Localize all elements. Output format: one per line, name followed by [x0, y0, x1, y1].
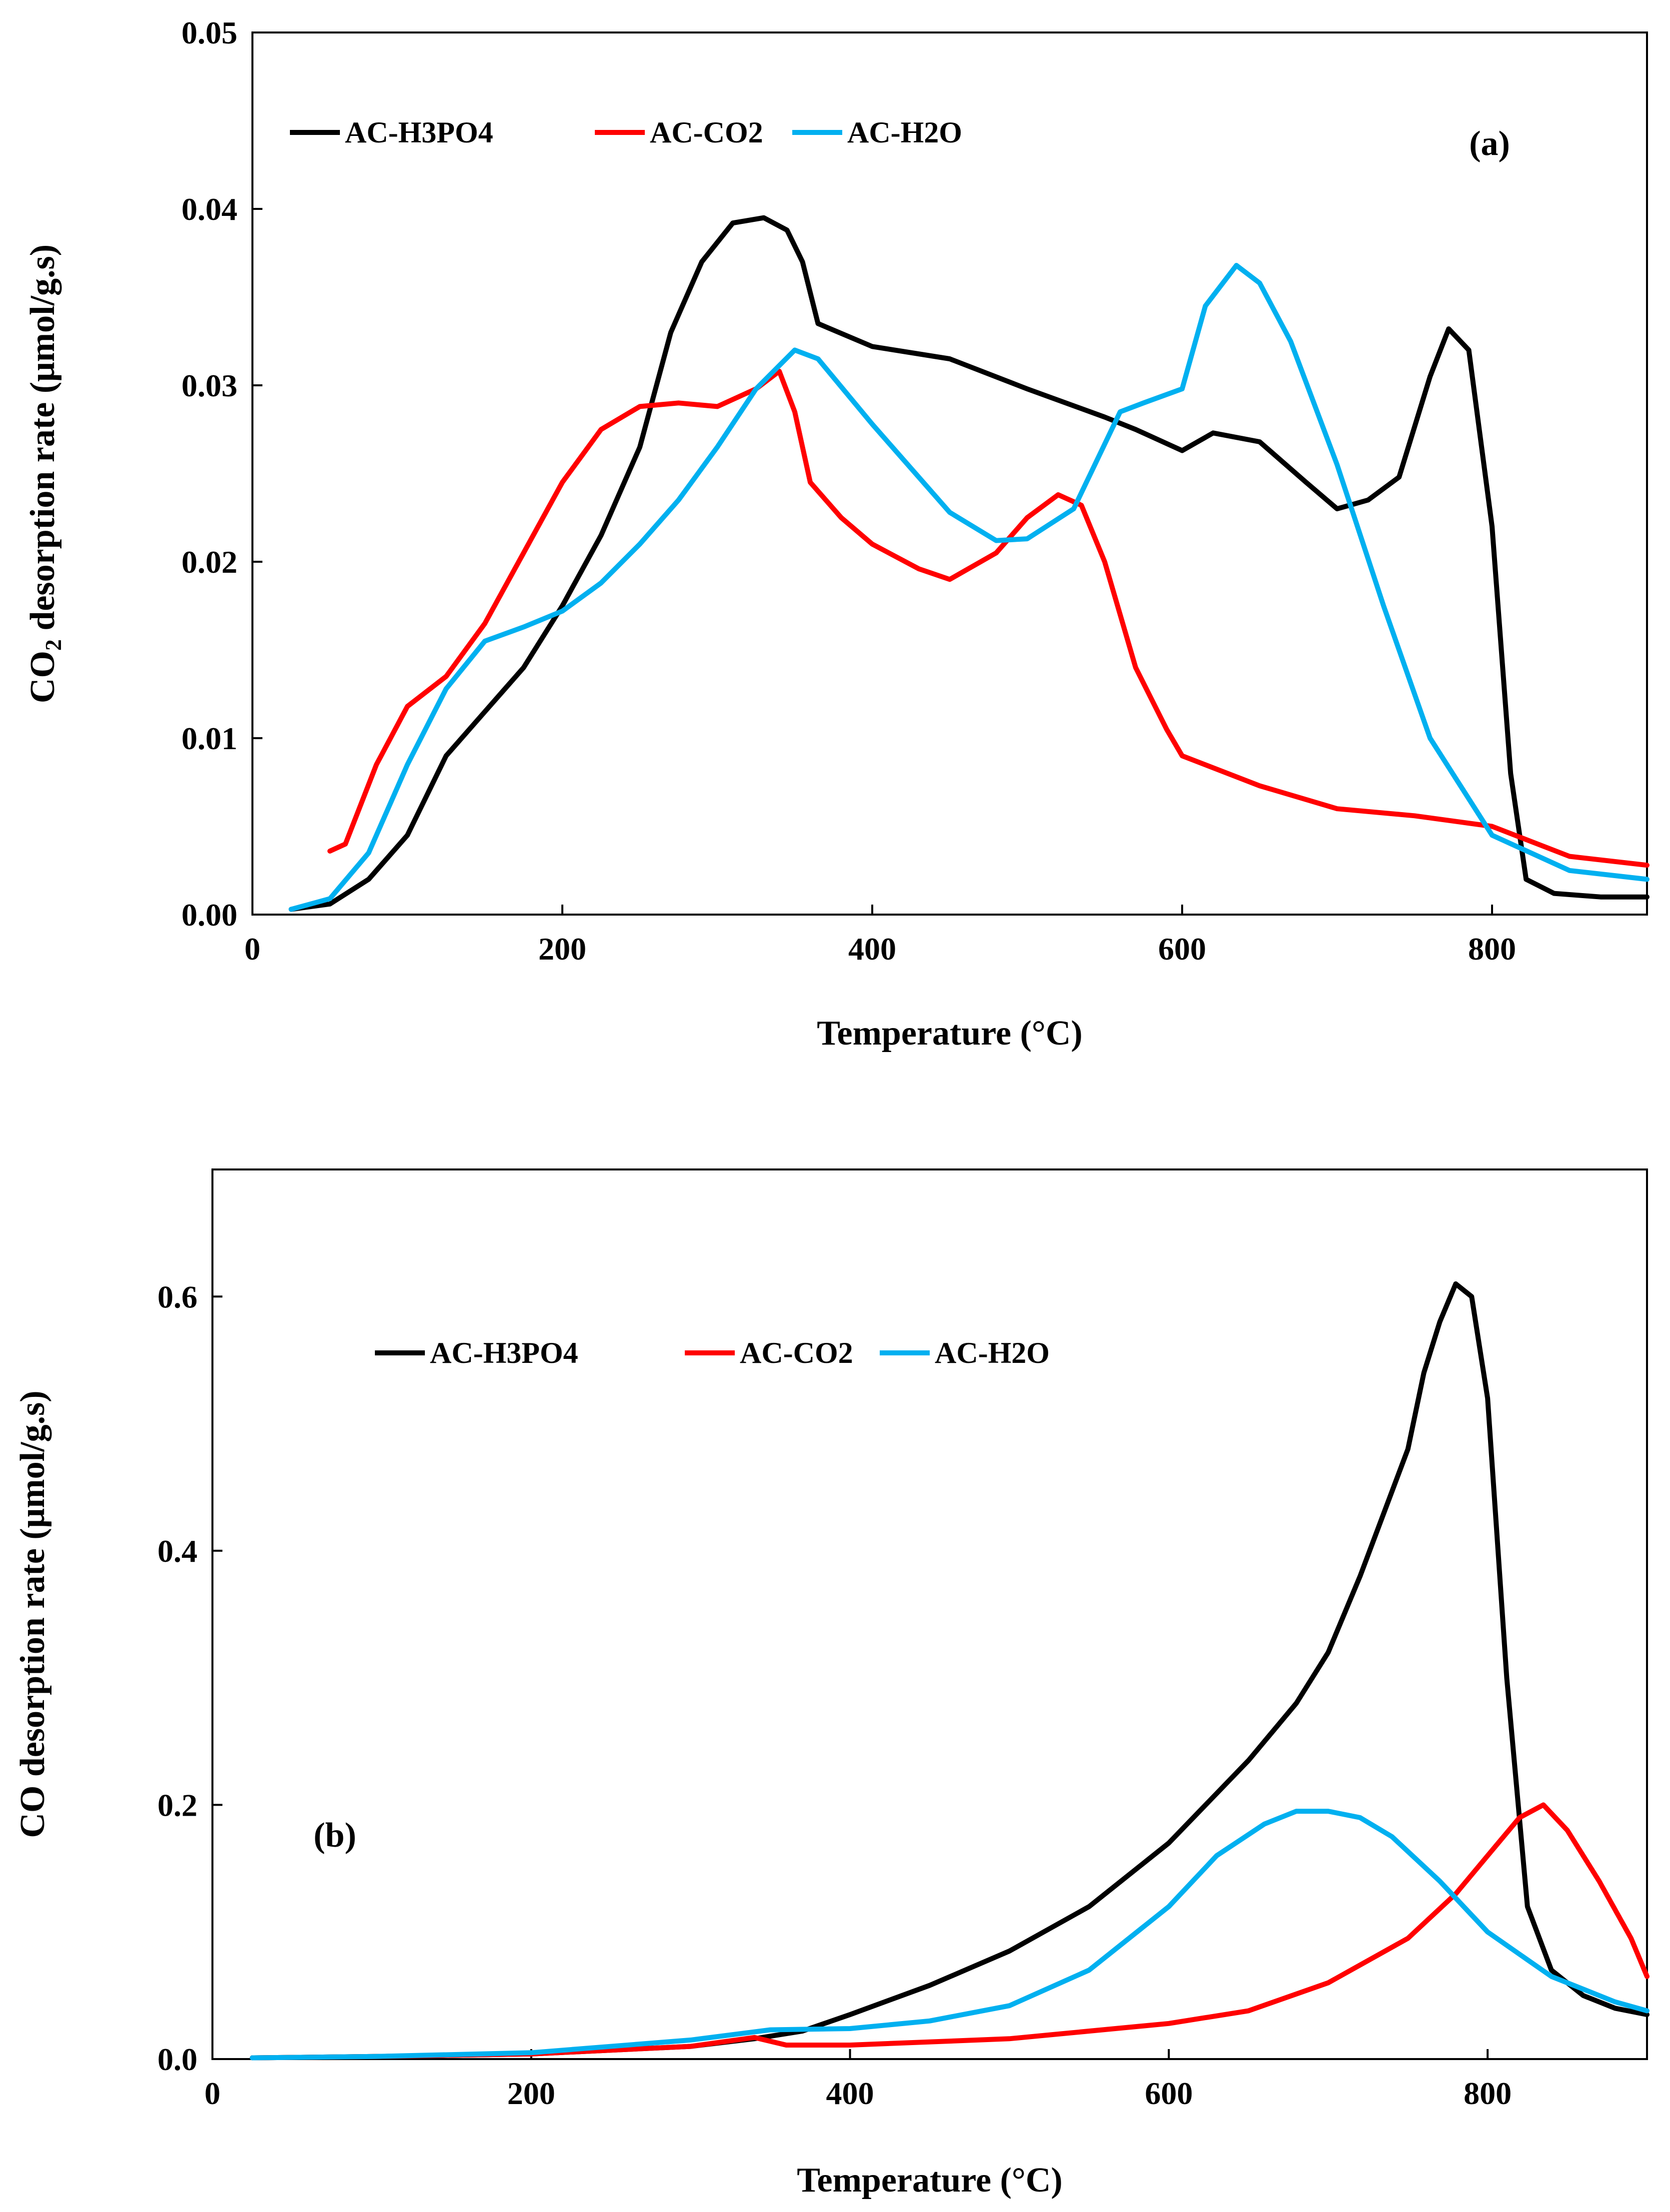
series-line-ac-h3po4 [249, 1281, 1650, 2061]
y-tick-label: 0.05 [181, 15, 237, 50]
plot-area-frame [211, 1168, 1648, 2060]
x-tick-label: 600 [1145, 2076, 1193, 2111]
x-tick-label: 0 [244, 931, 260, 967]
y-tick-label: 0.0 [157, 2042, 197, 2077]
y-tick-label: 0.04 [181, 191, 237, 227]
tick-labels: 0 200 400 600 800 0.0 0.2 0.4 0.6 [157, 1279, 1512, 2111]
panel-b-co-desorption: 0 200 400 600 800 0.0 0.2 0.4 0.6 AC-H3PO4 AC-CO2… [13, 1168, 1650, 2200]
legend-label-ac-h2o: AC-H2O [935, 1336, 1050, 1369]
x-tick-label: 600 [1158, 931, 1206, 967]
x-tick-label: 0 [204, 2076, 220, 2111]
tick-labels: 0 200 400 600 800 0.00 0.01 0.02 0.03 0.04 0.05 [181, 15, 1516, 967]
series-line-ac-h3po4 [288, 215, 1650, 912]
legend: AC-H3PO4 AC-CO2 AC-H2O [290, 116, 962, 149]
y-axis-title: CO2 desorption rate (μmol/g.s) [23, 244, 66, 703]
legend-label-ac-h3po4: AC-H3PO4 [345, 116, 493, 149]
y-tick-label: 0.6 [157, 1279, 197, 1314]
x-tick-label: 400 [848, 931, 896, 967]
legend: AC-H3PO4 AC-CO2 AC-H2O [375, 1336, 1050, 1369]
x-tick-label: 400 [826, 2076, 874, 2111]
series-lines [249, 1281, 1650, 2061]
x-tick-label: 800 [1464, 2076, 1512, 2111]
series-lines [288, 215, 1650, 912]
series-line-ac-co2 [327, 368, 1650, 868]
y-tick-label: 0.2 [157, 1787, 197, 1823]
series-line-ac-h2o [288, 263, 1650, 912]
y-tick-label: 0.03 [181, 368, 237, 403]
legend-label-ac-co2: AC-CO2 [650, 116, 763, 149]
series-line-ac-co2 [249, 1802, 1650, 2061]
y-tick-label: 0.4 [157, 1533, 197, 1569]
y-tick-label: 0.00 [181, 897, 237, 933]
x-axis-title: Temperature (°C) [817, 1014, 1083, 1053]
y-tick-label: 0.01 [181, 721, 237, 756]
x-tick-label: 200 [507, 2076, 555, 2111]
tick-marks [211, 1295, 1489, 2060]
panel-label: (b) [313, 1816, 356, 1855]
tick-marks [251, 31, 1493, 916]
legend-label-ac-h3po4: AC-H3PO4 [430, 1336, 578, 1369]
x-tick-label: 800 [1468, 931, 1516, 967]
series-line-ac-h2o [249, 1809, 1650, 2061]
y-axis-title: CO desorption rate (μmol/g.s) [13, 1390, 52, 1838]
panel-a-co2-desorption: 0 200 400 600 800 0.00 0.01 0.02 0.03 0.04 0.05 AC… [23, 15, 1650, 1053]
panel-label: (a) [1469, 124, 1510, 163]
legend-label-ac-co2: AC-CO2 [740, 1336, 853, 1369]
y-tick-label: 0.02 [181, 544, 237, 580]
plot-area-frame [251, 31, 1648, 916]
x-tick-label: 200 [538, 931, 586, 967]
x-axis-title: Temperature (°C) [797, 2161, 1063, 2200]
legend-label-ac-h2o: AC-H2O [847, 116, 962, 149]
